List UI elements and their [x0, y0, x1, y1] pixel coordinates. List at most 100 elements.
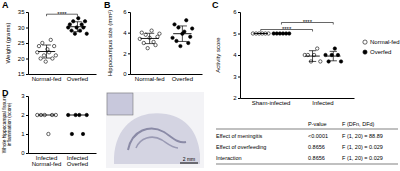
- data-point: [189, 35, 192, 38]
- data-point: [140, 31, 143, 34]
- data-point: [44, 60, 47, 63]
- x-tick: Infected: [312, 100, 333, 106]
- marks: [138, 19, 194, 50]
- error-bar: [73, 22, 82, 32]
- scale-bar: [180, 163, 198, 164]
- x-axis: InfectedNormal-fed InfectedOverfed: [29, 154, 97, 168]
- x-tick: Overfed: [172, 76, 193, 82]
- data-point: [83, 20, 86, 23]
- table-cell: Interaction: [216, 155, 242, 161]
- y-tick-mark: [238, 55, 240, 56]
- center-line: [69, 115, 86, 116]
- data-point: [190, 27, 193, 30]
- y-tick-label: 15: [18, 71, 25, 77]
- center-line: [253, 33, 268, 34]
- data-point: [150, 29, 153, 32]
- data-point: [158, 32, 161, 35]
- y-tick-label: 6: [233, 9, 237, 15]
- y-tick-label: 4: [233, 52, 237, 58]
- panel-letter: B: [104, 0, 111, 10]
- y-tick: 4: [233, 52, 240, 58]
- x-tick: Normal-fed: [32, 76, 62, 82]
- y-tick: 0: [123, 71, 130, 77]
- y-tick-label: 0: [123, 71, 127, 77]
- y-tick-mark: [128, 12, 130, 13]
- data-point: [152, 40, 155, 43]
- y-tick: 2: [233, 95, 240, 101]
- y-tick-label: 3: [233, 74, 237, 80]
- error-bar: [145, 33, 154, 43]
- y-tick: 2: [21, 112, 28, 118]
- y-tick-mark: [26, 12, 28, 13]
- y-tick: 3: [21, 93, 28, 99]
- x-axis: Normal-fed Overfed: [131, 75, 203, 82]
- y-axis-title-line: Whole hippocampal fissure: [2, 95, 7, 153]
- y-axis: 1520253035: [18, 9, 29, 77]
- y-tick-label: 2: [21, 112, 25, 118]
- data-point: [70, 29, 73, 32]
- x-tick: Normal-fed: [135, 76, 165, 82]
- x-tick-label: InfectedNormal-fed: [32, 155, 62, 167]
- y-tick-mark: [26, 28, 28, 29]
- panel: 1520253035Normal-fedOverfedWeight (grams…: [2, 0, 97, 82]
- y-axis: 23456: [233, 9, 240, 101]
- panel-letter: D: [2, 88, 9, 98]
- y-axis-line: [26, 97, 29, 154]
- center-line: [274, 33, 289, 34]
- y-tick: 25: [18, 40, 28, 46]
- data-point: [41, 41, 44, 44]
- data-point: [70, 132, 73, 135]
- data-point: [177, 26, 180, 29]
- scale-bar-label: 2 mm: [183, 156, 196, 162]
- data-point: [327, 60, 330, 63]
- x-tick: Sham-infected: [252, 100, 291, 106]
- significance-label: ****: [282, 26, 292, 32]
- data-point: [146, 46, 149, 49]
- legend: Normal-fedOverfed: [363, 39, 400, 55]
- y-axis-title: Whole hippocampal fissureinflammation (s…: [2, 95, 12, 153]
- legend-label: Overfed: [370, 49, 391, 55]
- y-tick-label: 4: [123, 30, 127, 36]
- data-point: [175, 39, 178, 42]
- y-tick-mark: [26, 115, 28, 116]
- y-tick: 15: [18, 71, 28, 77]
- table-cell: F (1, 20) = 88.89: [342, 133, 383, 139]
- marks: [36, 17, 89, 64]
- x-tick-label-line: Overfed: [67, 161, 88, 167]
- data-point: [73, 32, 76, 35]
- y-axis-title: Weight (grams): [5, 23, 11, 64]
- data-point: [49, 38, 52, 41]
- stats-table: P-valueF (DFn, DFd)Effect of meningitis<…: [216, 121, 398, 164]
- x-tick-label: InfectedOverfed: [67, 155, 88, 167]
- data-point: [72, 20, 75, 23]
- y-tick-label: 6: [123, 9, 127, 15]
- x-tick-label: Overfed: [172, 76, 193, 82]
- table-header: P-value: [308, 121, 327, 127]
- data-point: [54, 54, 57, 57]
- x-tick-label-line: Normal-fed: [32, 161, 62, 167]
- data-point: [47, 132, 50, 135]
- y-tick: 6: [233, 9, 240, 15]
- y-axis-title: Hippocampus size (mm²): [107, 10, 113, 77]
- table-cell: Effect of meningitis: [216, 133, 263, 139]
- data-point: [85, 32, 88, 35]
- x-tick-label: Normal-fed: [135, 76, 165, 82]
- y-tick-mark: [26, 59, 28, 60]
- y-tick: 3: [233, 74, 240, 80]
- hippocampus: [128, 129, 186, 150]
- y-tick-mark: [128, 33, 130, 34]
- data-point: [37, 44, 40, 47]
- error-bar: [257, 33, 264, 34]
- data-point: [156, 35, 159, 38]
- y-tick-label: 3: [21, 93, 25, 99]
- x-tick-label: Infected: [312, 100, 333, 106]
- y-tick-mark: [238, 12, 240, 13]
- panel-letter: C: [212, 0, 219, 10]
- panel: 0246Normal-fedOverfedHippocampus size (m…: [104, 0, 203, 82]
- y-tick-mark: [238, 34, 240, 35]
- y-axis: 0246: [123, 9, 130, 77]
- marks: [36, 113, 89, 135]
- data-point: [42, 54, 45, 57]
- histology-image: 2 mm: [106, 92, 204, 168]
- significance-label: ****: [57, 11, 67, 17]
